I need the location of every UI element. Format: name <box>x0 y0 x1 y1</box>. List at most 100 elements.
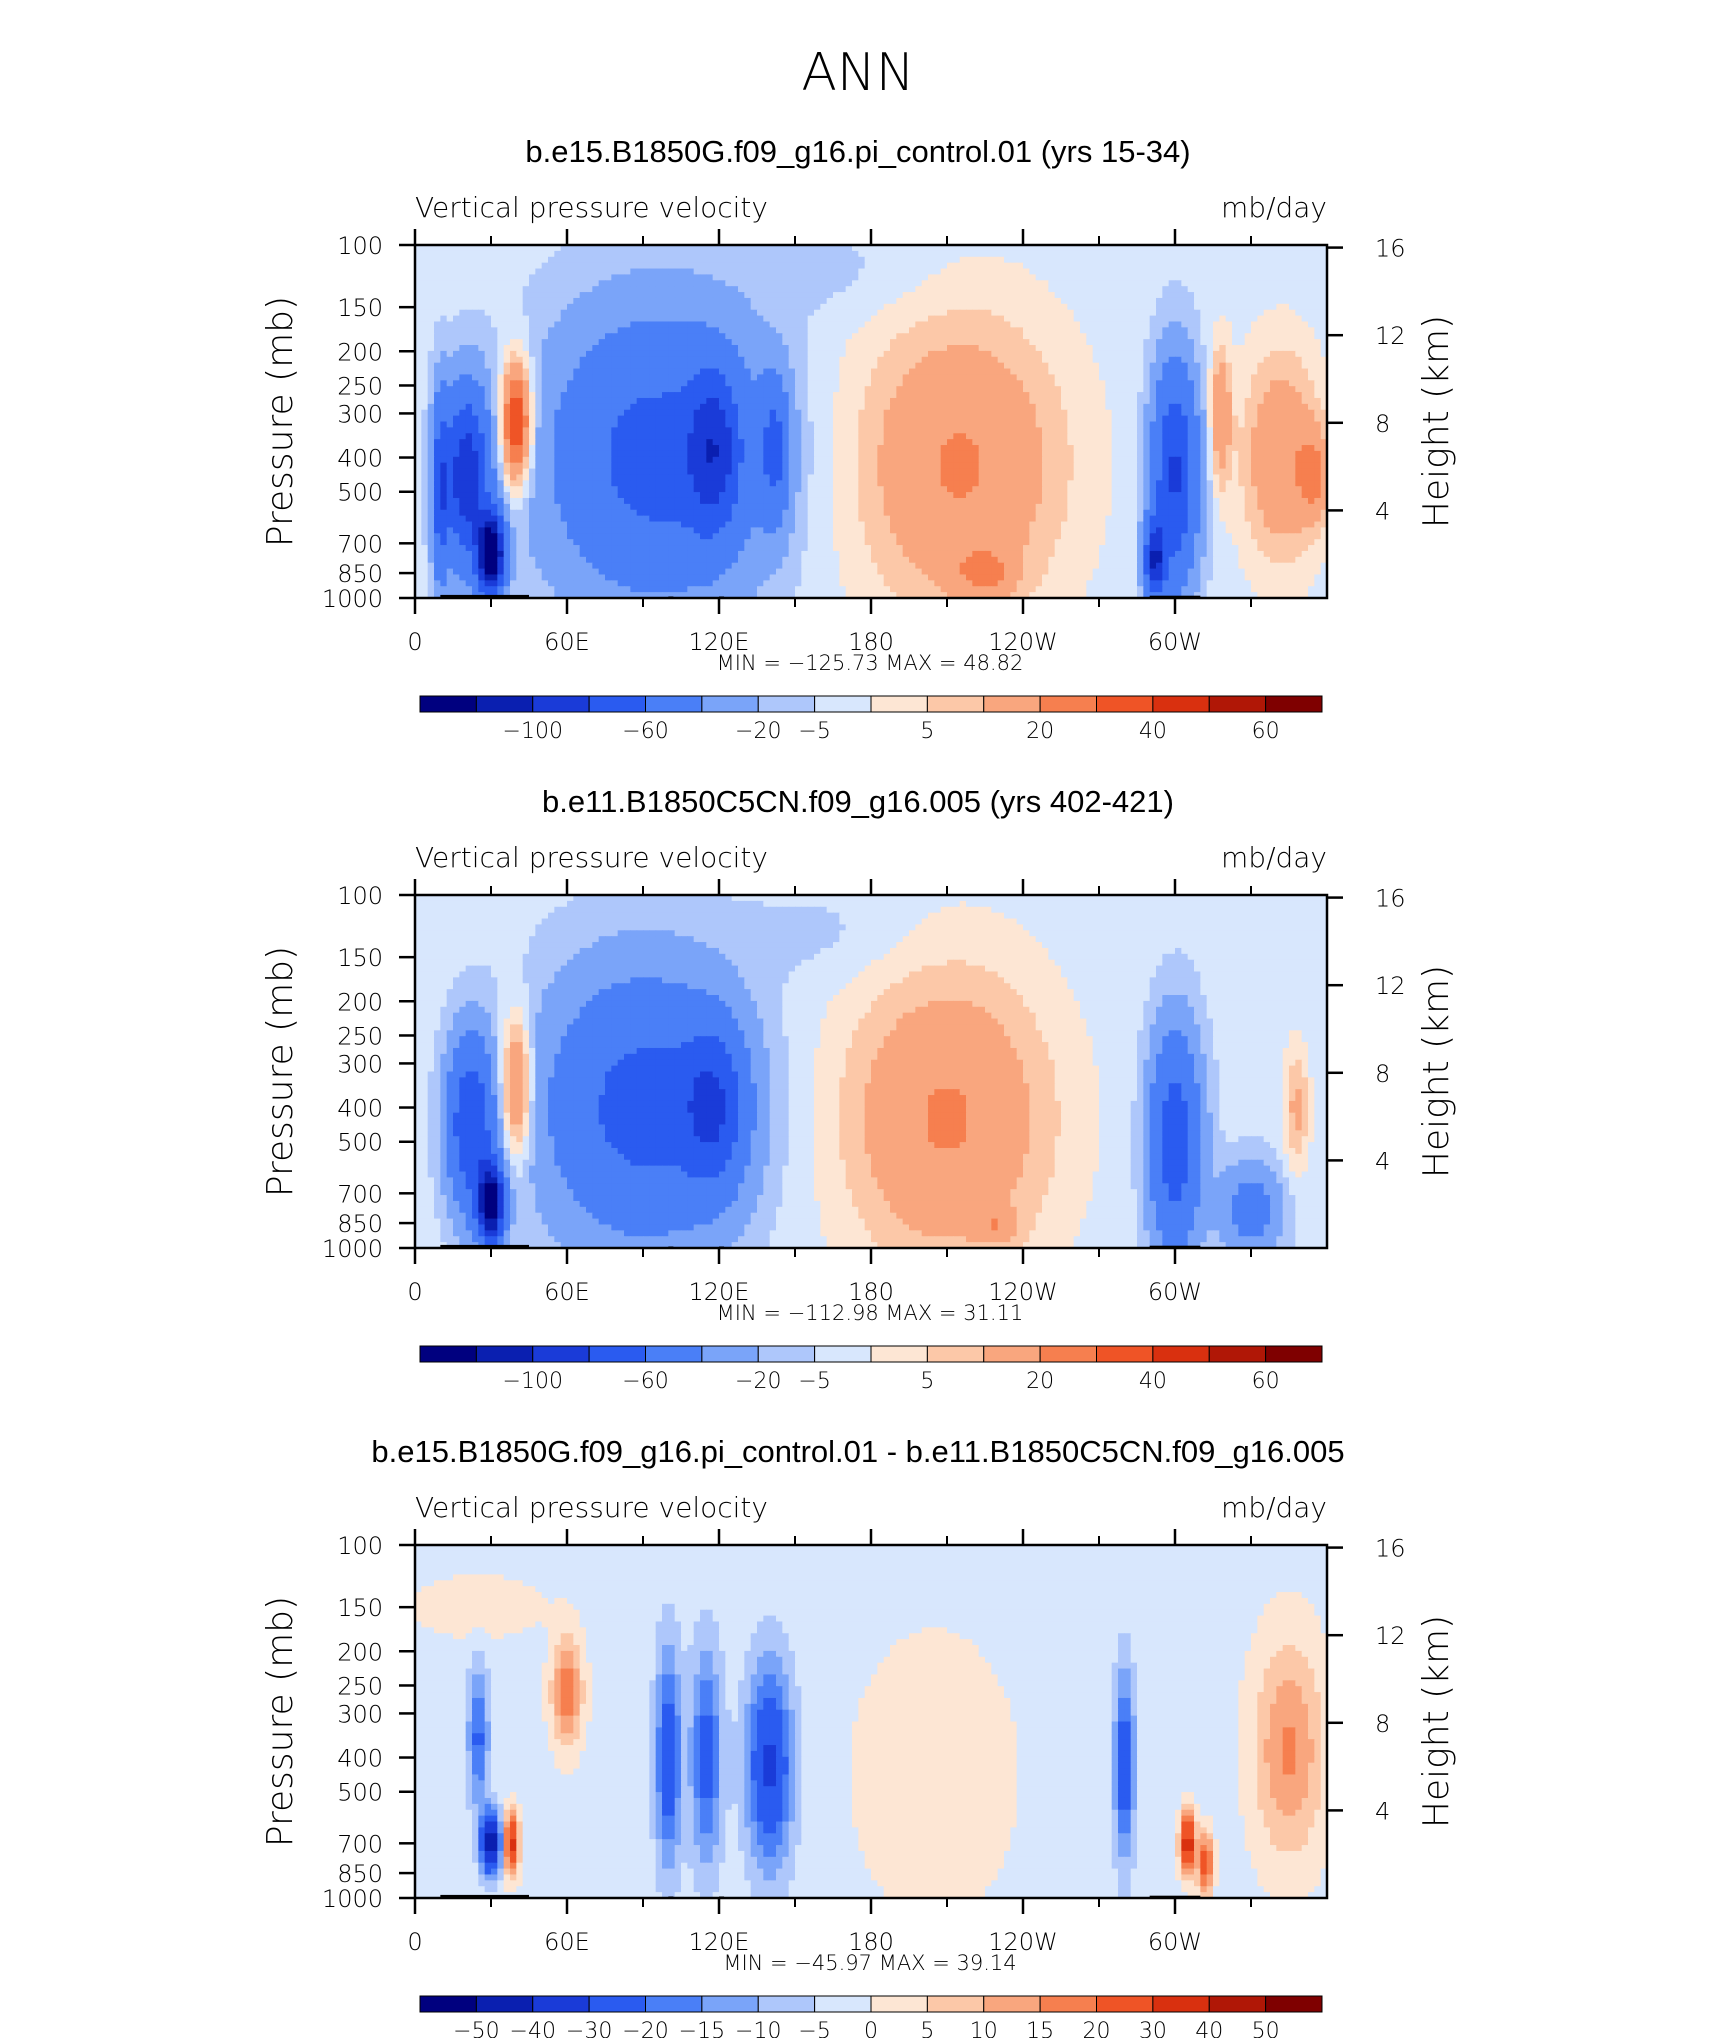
field-cell <box>1016 250 1024 258</box>
field-cell <box>662 374 669 381</box>
field-cell <box>712 309 720 317</box>
field-cell <box>592 409 600 417</box>
field-cell <box>1156 409 1163 417</box>
field-cell <box>1238 409 1246 417</box>
field-cell <box>1156 362 1163 370</box>
field-cell <box>491 368 498 376</box>
field-cell <box>858 333 866 340</box>
field-cell <box>915 309 923 317</box>
field-cell <box>820 262 828 270</box>
field-cell <box>763 427 771 434</box>
field-cell <box>1156 386 1163 393</box>
field-cell <box>826 256 834 264</box>
field-cell <box>1314 427 1322 434</box>
field-cell <box>934 321 942 328</box>
field-cell <box>1054 374 1062 381</box>
field-cell <box>972 392 980 399</box>
field-cell <box>1130 256 1138 264</box>
field-cell <box>883 268 891 276</box>
field-cell <box>877 356 885 364</box>
field-cell <box>1270 397 1277 405</box>
variable-label: Vertical pressure velocity <box>415 191 768 224</box>
field-cell <box>909 286 916 293</box>
field-cell <box>643 339 650 346</box>
field-cell <box>611 397 619 405</box>
field-cell <box>693 280 701 287</box>
field-cell <box>902 386 910 393</box>
field-cell <box>1004 274 1011 281</box>
field-cell <box>421 286 429 293</box>
field-cell <box>1301 339 1309 346</box>
field-cell <box>1308 374 1315 381</box>
field-cell <box>814 374 821 381</box>
field-cell <box>440 386 448 393</box>
field-cell <box>820 403 828 411</box>
field-cell <box>440 250 448 258</box>
field-cell <box>1042 333 1049 340</box>
field-cell <box>1086 433 1094 440</box>
field-cell <box>1168 356 1176 364</box>
field-cell <box>478 415 486 423</box>
field-cell <box>985 386 992 393</box>
field-cell <box>1219 256 1227 264</box>
field-cell <box>1016 256 1024 264</box>
field-cell <box>953 374 961 381</box>
field-cell <box>890 327 897 334</box>
field-cell <box>491 392 498 399</box>
field-cell <box>1105 256 1113 264</box>
field-cell <box>1067 409 1075 417</box>
field-cell <box>744 333 752 340</box>
field-cell <box>712 392 720 399</box>
field-cell <box>826 415 834 423</box>
field-cell <box>554 256 562 264</box>
field-cell <box>548 297 555 305</box>
field-cell <box>687 345 695 352</box>
field-cell <box>598 421 606 428</box>
field-cell <box>959 309 967 317</box>
field-cell <box>757 368 764 376</box>
field-cell <box>934 403 942 411</box>
field-cell <box>1181 321 1189 328</box>
field-cell <box>833 256 840 264</box>
field-cell <box>801 433 809 440</box>
field-cell <box>915 280 923 287</box>
field-cell <box>655 262 663 270</box>
field-cell <box>674 256 682 264</box>
field-cell <box>997 292 1005 299</box>
field-cell <box>643 380 650 387</box>
field-cell <box>985 362 992 370</box>
field-cell <box>573 292 581 299</box>
field-cell <box>902 245 910 252</box>
field-cell <box>1029 309 1037 317</box>
field-cell <box>966 445 973 452</box>
field-cell <box>541 445 549 452</box>
field-cell <box>560 386 568 393</box>
field-cell <box>997 362 1005 370</box>
field-cell <box>1149 427 1157 434</box>
field-cell <box>883 350 891 358</box>
field-cell <box>1276 250 1284 258</box>
field-cell <box>795 280 802 287</box>
field-cell <box>959 374 967 381</box>
field-cell <box>421 356 429 364</box>
field-cell <box>605 303 612 311</box>
field-cell <box>1175 333 1182 340</box>
field-cell <box>833 433 840 440</box>
field-cell <box>1225 250 1233 258</box>
field-cell <box>1181 339 1189 346</box>
field-cell <box>1289 380 1296 387</box>
field-cell <box>769 362 777 370</box>
field-cell <box>1263 427 1271 434</box>
field-cell <box>883 362 891 370</box>
field-cell <box>1308 409 1315 417</box>
field-cell <box>839 339 847 346</box>
field-cell <box>795 427 802 434</box>
field-cell <box>1175 409 1182 417</box>
field-cell <box>991 386 999 393</box>
field-cell <box>921 350 929 358</box>
field-cell <box>820 362 828 370</box>
field-cell <box>529 421 536 428</box>
field-cell <box>731 280 739 287</box>
field-cell <box>434 415 441 423</box>
field-cell <box>1219 374 1227 381</box>
